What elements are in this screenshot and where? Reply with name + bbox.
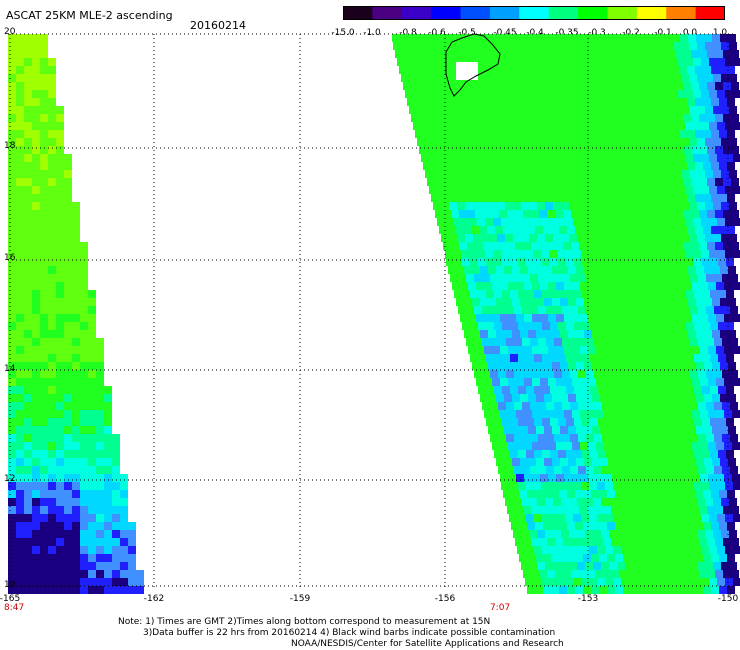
colorbar-segment	[431, 6, 462, 20]
colorbar-segment	[343, 6, 373, 20]
lon-label: -165	[0, 594, 21, 604]
colorbar-tick: -0.6	[428, 28, 446, 38]
lat-label: 18	[4, 141, 16, 151]
colorbar-segment	[695, 6, 725, 20]
colorbar-segment	[372, 6, 403, 20]
colorbar-segment	[578, 6, 608, 20]
lat-lon-grid	[8, 33, 734, 588]
colorbar-segment	[460, 6, 491, 20]
colorbar-tick: 0.0	[682, 28, 698, 38]
pass-time-label: 8:47	[4, 603, 25, 613]
colorbar-tick: -1.0	[363, 28, 381, 38]
colorbar-segment	[519, 6, 550, 20]
hawaii-coastline	[445, 33, 501, 97]
note-line-3: NOAA/NESDIS/Center for Satellite Applica…	[291, 639, 564, 649]
note-line-2: 3)Data buffer is 22 hrs from 20160214 4)…	[143, 628, 556, 638]
lon-label: -153	[577, 594, 599, 604]
colorbar-tick: -0.8	[399, 28, 417, 38]
map-title: ASCAT 25KM MLE-2 ascending	[6, 9, 173, 22]
colorbar-tick: -0.1	[654, 28, 672, 38]
map-date: 20160214	[190, 19, 246, 32]
colorbar-tick: -15.0	[331, 28, 355, 38]
colorbar-segment	[666, 6, 697, 20]
lat-label: 20	[4, 27, 16, 37]
lon-label: -159	[289, 594, 311, 604]
pass-time-label: 7:07	[490, 603, 511, 613]
lon-label: -156	[434, 594, 456, 604]
lat-label: 12	[4, 474, 16, 484]
colorbar-tick: -0.3	[588, 28, 606, 38]
colorbar-segment	[636, 6, 667, 20]
lat-label: 10	[4, 580, 16, 590]
colorbar-tick: -0.35	[555, 28, 579, 38]
colorbar-segment	[548, 6, 579, 20]
colorbar-tick: -0.5	[458, 28, 476, 38]
colorbar-tick: -0.4	[526, 28, 544, 38]
lon-label: -162	[143, 594, 165, 604]
colorbar-tick: 1.0	[712, 28, 728, 38]
colorbar	[343, 6, 725, 20]
colorbar-tick: -0.2	[622, 28, 640, 38]
lat-label: 14	[4, 364, 16, 374]
colorbar-segment	[607, 6, 638, 20]
colorbar-segment	[489, 6, 520, 20]
note-line-1: Note: 1) Times are GMT 2)Times along bot…	[118, 617, 491, 627]
colorbar-segment	[401, 6, 432, 20]
data-swaths	[8, 34, 740, 594]
lon-label: -150	[717, 594, 739, 604]
colorbar-tick: -0.45	[493, 28, 517, 38]
lat-label: 16	[4, 253, 16, 263]
